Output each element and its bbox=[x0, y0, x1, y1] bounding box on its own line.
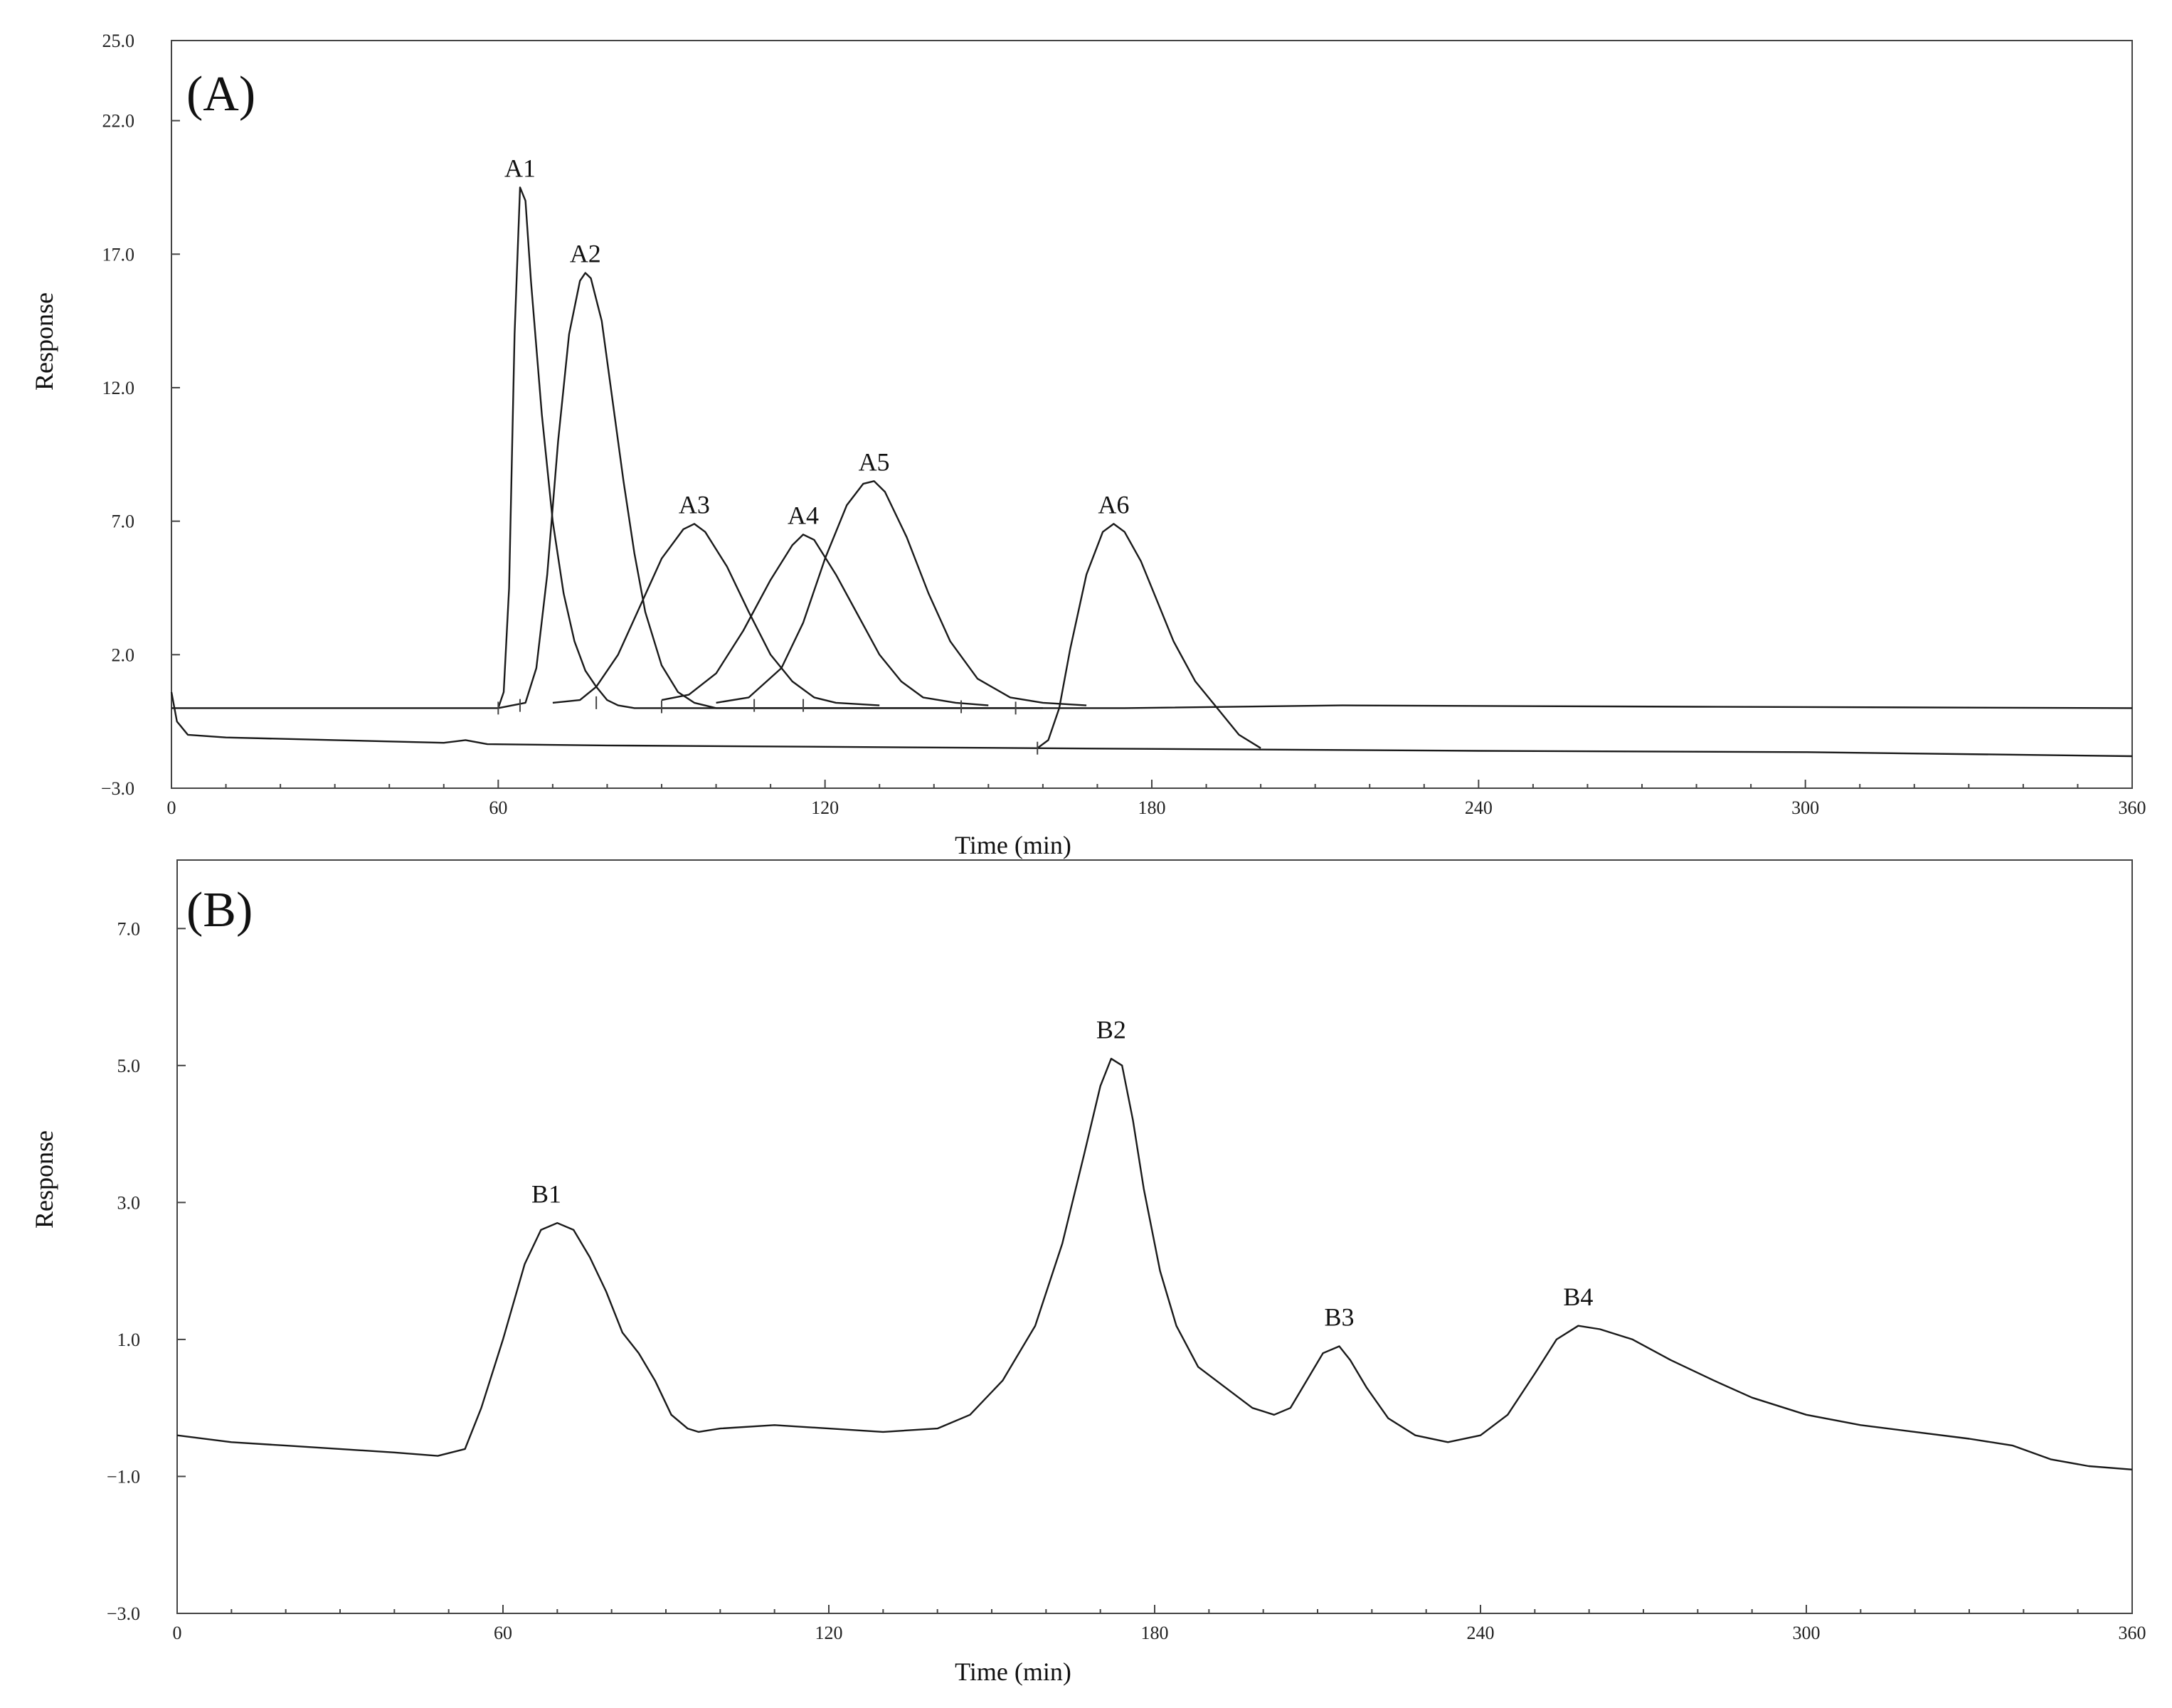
panel-b-peak-label: B2 bbox=[1096, 1015, 1126, 1044]
panel-a-series bbox=[170, 186, 2133, 758]
panel-a-series-line-1 bbox=[170, 691, 2133, 758]
panel-b-y-tick-label: 3.0 bbox=[117, 1192, 141, 1213]
panel-b-y-axis-title: Response bbox=[30, 1130, 58, 1229]
panel-a-series-line-7 bbox=[1037, 523, 1261, 749]
panel-b-y-tick-label: 5.0 bbox=[117, 1056, 141, 1076]
panel-b-y-tick-label: −3.0 bbox=[107, 1603, 140, 1624]
panel-a-peak-labels: A1 A2 A3 A4 A5 A6 bbox=[504, 154, 1129, 529]
panel-a-y-tick-label: 12.0 bbox=[102, 378, 135, 398]
panel-b-x-tick-label: 360 bbox=[2119, 1623, 2146, 1643]
panel-a-peak-label: A2 bbox=[570, 240, 601, 268]
panel-a-x-tick-label: 60 bbox=[489, 797, 507, 818]
panel-b-peak-labels: B1 B2 B3 B4 bbox=[531, 1015, 1593, 1331]
panel-a-y-tick-label: 25.0 bbox=[102, 31, 135, 51]
panel-a-baseline-markers bbox=[497, 696, 1039, 755]
panel-a-series-line-3 bbox=[498, 272, 1043, 709]
panel-b-chart: (B) Time (min) Response 0 60 120 180 240 300 3… bbox=[30, 859, 2146, 1686]
panel-b-x-axis-title: Time (min) bbox=[955, 1657, 1071, 1686]
panel-b-y-tick-label: 1.0 bbox=[117, 1330, 141, 1350]
panel-a-peak-label: A5 bbox=[859, 447, 890, 476]
panel-a-y-tick-label: 22.0 bbox=[102, 111, 135, 132]
panel-a-plot-frame bbox=[171, 40, 2133, 789]
panel-a-peak-label: A3 bbox=[679, 490, 710, 519]
panel-a-x-ticks: 0 60 120 180 240 300 360 bbox=[167, 780, 2146, 818]
panel-b-x-ticks: 0 60 120 180 240 300 360 bbox=[173, 1605, 2146, 1643]
panel-a-series-line-5 bbox=[661, 534, 989, 706]
panel-b-peak-label: B1 bbox=[531, 1179, 561, 1208]
panel-b-y-tick-label: 7.0 bbox=[117, 918, 141, 939]
panel-a-series-line-4 bbox=[552, 523, 880, 706]
panel-b-x-tick-label: 60 bbox=[494, 1623, 512, 1643]
panel-b-y-tick-label: −1.0 bbox=[107, 1466, 140, 1487]
panel-b-x-tick-label: 120 bbox=[815, 1623, 843, 1643]
panel-b-peak-label: B4 bbox=[1563, 1283, 1593, 1311]
panel-a-series-line-2 bbox=[171, 186, 2133, 709]
panel-b-series-line-1 bbox=[176, 1058, 2133, 1470]
panel-a-x-tick-label: 0 bbox=[167, 797, 176, 818]
panel-a-label: (A) bbox=[186, 67, 255, 122]
panel-a-peak-label: A6 bbox=[1098, 490, 1129, 519]
panel-a-y-tick-label: −3.0 bbox=[101, 778, 134, 799]
panel-b-x-tick-label: 0 bbox=[173, 1623, 182, 1643]
panel-b-x-tick-label: 180 bbox=[1141, 1623, 1169, 1643]
panel-b-plot-frame bbox=[176, 859, 2133, 1614]
panel-a-y-ticks: −3.0 2.0 7.0 12.0 17.0 22.0 25.0 bbox=[101, 31, 180, 799]
panel-b-y-ticks: −3.0 −1.0 1.0 3.0 5.0 7.0 bbox=[107, 918, 186, 1624]
panel-a-peak-label: A1 bbox=[504, 154, 536, 182]
panel-b-peak-label: B3 bbox=[1325, 1303, 1355, 1332]
panel-b-series bbox=[176, 1058, 2133, 1470]
panel-a-chart: (A) Time (min) Response 0 60 120 180 240 300 3… bbox=[30, 31, 2146, 859]
panel-a-series-line-6 bbox=[716, 480, 1087, 706]
panel-a-x-tick-label: 120 bbox=[811, 797, 839, 818]
panel-a-y-tick-label: 2.0 bbox=[112, 645, 135, 665]
panel-a-x-tick-label: 240 bbox=[1465, 797, 1493, 818]
panel-a-peak-label: A4 bbox=[788, 501, 819, 529]
panel-a-y-axis-title: Response bbox=[30, 292, 58, 391]
panel-b-label: (B) bbox=[186, 883, 253, 938]
panel-a-y-tick-label: 7.0 bbox=[112, 511, 135, 532]
panel-a-x-axis-title: Time (min) bbox=[955, 831, 1071, 859]
panel-a-x-tick-label: 360 bbox=[2119, 797, 2146, 818]
panel-a-y-tick-label: 17.0 bbox=[102, 244, 135, 265]
panel-a-x-tick-label: 180 bbox=[1138, 797, 1166, 818]
panel-b-x-tick-label: 300 bbox=[1793, 1623, 1821, 1643]
panel-b-x-tick-label: 240 bbox=[1467, 1623, 1495, 1643]
panel-a-x-tick-label: 300 bbox=[1791, 797, 1819, 818]
